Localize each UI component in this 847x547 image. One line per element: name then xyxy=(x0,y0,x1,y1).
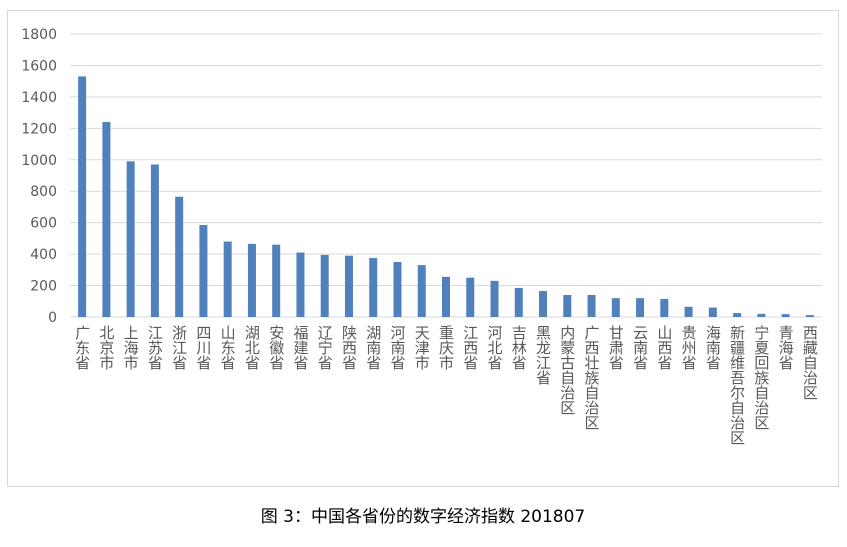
x-tick-label: 浙江省 xyxy=(170,325,188,370)
x-tick-label: 广西壮族自治区 xyxy=(583,325,601,430)
bar xyxy=(78,76,87,317)
bar xyxy=(126,161,135,317)
bar xyxy=(442,276,450,317)
y-tick-label: 600 xyxy=(30,216,57,232)
bar xyxy=(175,196,184,317)
x-tick-label: 广东省 xyxy=(73,325,91,370)
x-tick-label: 四川省 xyxy=(194,325,212,370)
y-tick-label: 1600 xyxy=(21,58,57,74)
x-tick-label: 内蒙古自治区 xyxy=(558,325,576,415)
x-tick-label: 湖南省 xyxy=(364,325,382,370)
x-tick-label: 贵州省 xyxy=(680,325,698,370)
y-tick-label: 1800 xyxy=(21,27,57,43)
y-tick-label: 0 xyxy=(48,310,57,326)
bar xyxy=(636,298,645,317)
x-tick-label: 湖北省 xyxy=(243,325,261,370)
x-tick-label: 新疆维吾尔自治区 xyxy=(728,325,746,445)
bar xyxy=(611,298,620,317)
x-tick-label: 福建省 xyxy=(291,325,309,370)
y-tick-label: 800 xyxy=(30,184,57,200)
x-tick-label: 安徽省 xyxy=(267,325,285,370)
bar xyxy=(757,313,766,317)
bar xyxy=(490,280,499,317)
bar xyxy=(563,294,572,317)
y-tick-label: 400 xyxy=(30,247,57,263)
bar xyxy=(199,225,208,317)
x-tick-label: 云南省 xyxy=(631,325,649,370)
bar xyxy=(805,315,814,317)
x-tick-label: 宁夏回族自治区 xyxy=(752,325,770,430)
bar xyxy=(369,258,378,317)
x-tick-label: 黑龙江省 xyxy=(534,325,552,385)
x-tick-label: 天津市 xyxy=(413,325,431,370)
bar xyxy=(102,122,111,318)
x-tick-label: 辽宁省 xyxy=(316,325,334,370)
bar xyxy=(539,291,548,317)
x-tick-label: 江西省 xyxy=(461,325,479,370)
bar xyxy=(587,294,596,317)
x-tick-label: 上海市 xyxy=(122,325,140,370)
chart-frame xyxy=(7,10,839,487)
x-tick-label: 江苏省 xyxy=(146,325,164,370)
bar xyxy=(781,314,790,317)
bar xyxy=(296,252,305,317)
x-tick-label: 河北省 xyxy=(486,325,504,370)
x-tick-label: 甘肃省 xyxy=(607,325,625,370)
x-tick-label: 吉林省 xyxy=(510,325,528,370)
bar xyxy=(223,241,232,317)
bar xyxy=(660,298,669,317)
bar xyxy=(344,255,353,317)
y-tick-label: 1200 xyxy=(21,121,57,137)
x-tick-label: 北京市 xyxy=(97,325,115,370)
x-tick-label: 青海省 xyxy=(777,325,795,370)
bar xyxy=(708,307,717,317)
bar xyxy=(684,306,693,317)
x-tick-label: 河南省 xyxy=(388,325,406,370)
x-tick-label: 西藏自治区 xyxy=(801,325,819,400)
x-tick-label: 重庆市 xyxy=(437,325,455,370)
bar xyxy=(733,313,742,317)
bar xyxy=(417,265,426,317)
bar xyxy=(272,244,281,317)
bar xyxy=(466,277,475,317)
x-tick-label: 山西省 xyxy=(655,325,673,370)
caption: 图 3：中国各省份的数字经济指数 201807 xyxy=(261,507,586,527)
x-tick-label: 山东省 xyxy=(219,325,237,370)
bar xyxy=(514,287,523,317)
bar xyxy=(320,254,329,317)
y-tick-label: 200 xyxy=(30,279,57,295)
y-tick-label: 1400 xyxy=(21,90,57,106)
x-tick-label: 陕西省 xyxy=(340,325,358,370)
bar xyxy=(393,261,402,317)
x-tick-label: 海南省 xyxy=(704,325,722,370)
bar xyxy=(247,243,256,317)
bar xyxy=(150,164,159,317)
y-tick-label: 1000 xyxy=(21,153,57,169)
